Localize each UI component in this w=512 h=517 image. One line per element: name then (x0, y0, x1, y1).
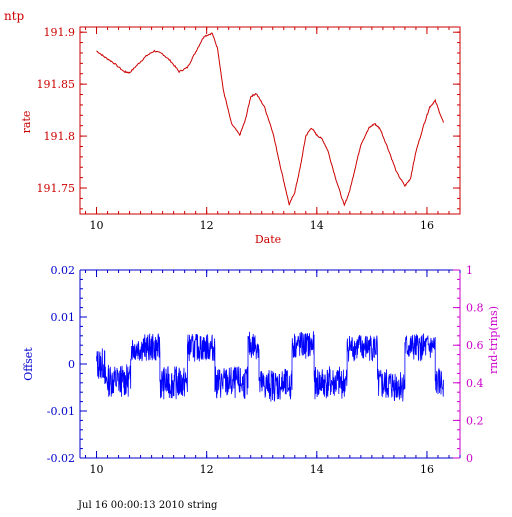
bottom-x-tick-label: 14 (310, 463, 324, 476)
header-label: ntp (4, 9, 25, 23)
bottom-y2-tick-label: 0 (466, 452, 473, 465)
bottom-x-tick-label: 10 (90, 463, 104, 476)
bottom-y2-tick-label: 1 (466, 264, 473, 277)
top-y-axis-label: rate (20, 111, 33, 134)
rate-series-line (96, 32, 444, 207)
bottom-y-tick-label: 0.02 (51, 264, 76, 277)
bottom-y2-tick-label: 0.6 (466, 339, 484, 352)
bottom-y2-tick-label: 0.8 (466, 302, 484, 315)
top-x-tick-label: 14 (310, 219, 324, 232)
bottom-y2-tick-label: 0.2 (466, 414, 484, 427)
footer-timestamp: Jul 16 00:00:13 2010 string (78, 500, 218, 511)
bottom-y2-axis-label: rnd-trip(ms) (487, 306, 500, 374)
bottom-y-tick-label: 0.01 (51, 311, 76, 324)
top-plot-frame (79, 26, 461, 215)
bottom-y-tick-label: -0.02 (47, 452, 75, 465)
offset-series-line (96, 331, 444, 402)
top-y-tick-label: 191.85 (37, 78, 76, 91)
bottom-y2-tick-label: 0.4 (466, 377, 484, 390)
top-y-tick-label: 191.9 (44, 26, 76, 39)
top-y-tick-label: 191.75 (37, 182, 76, 195)
top-x-tick-label: 12 (200, 219, 214, 232)
bottom-y-tick-label: 0 (68, 358, 75, 371)
bottom-x-tick-label: 12 (200, 463, 214, 476)
top-x-axis-label: Date (255, 233, 281, 246)
bottom-x-tick-label: 16 (420, 463, 434, 476)
bottom-y-tick-label: -0.01 (47, 405, 75, 418)
top-x-tick-label: 10 (90, 219, 104, 232)
top-y-tick-label: 191.8 (44, 130, 76, 143)
bottom-y-axis-label: Offset (22, 347, 35, 381)
top-x-tick-label: 16 (420, 219, 434, 232)
